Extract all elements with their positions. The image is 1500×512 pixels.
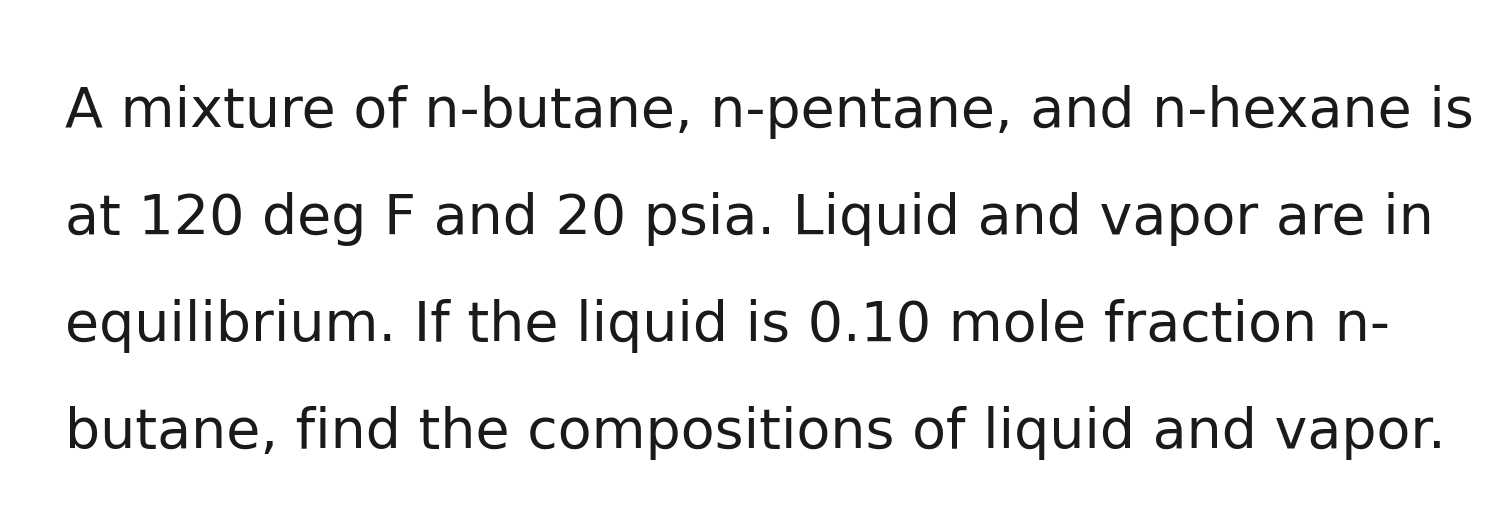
Text: A mixture of n-butane, n-pentane, and n-hexane is: A mixture of n-butane, n-pentane, and n-…: [64, 85, 1474, 139]
Text: equilibrium. If the liquid is 0.10 mole fraction n-: equilibrium. If the liquid is 0.10 mole …: [64, 299, 1390, 353]
Text: at 120 deg F and 20 psia. Liquid and vapor are in: at 120 deg F and 20 psia. Liquid and vap…: [64, 192, 1434, 246]
Text: butane, find the compositions of liquid and vapor.: butane, find the compositions of liquid …: [64, 406, 1446, 460]
